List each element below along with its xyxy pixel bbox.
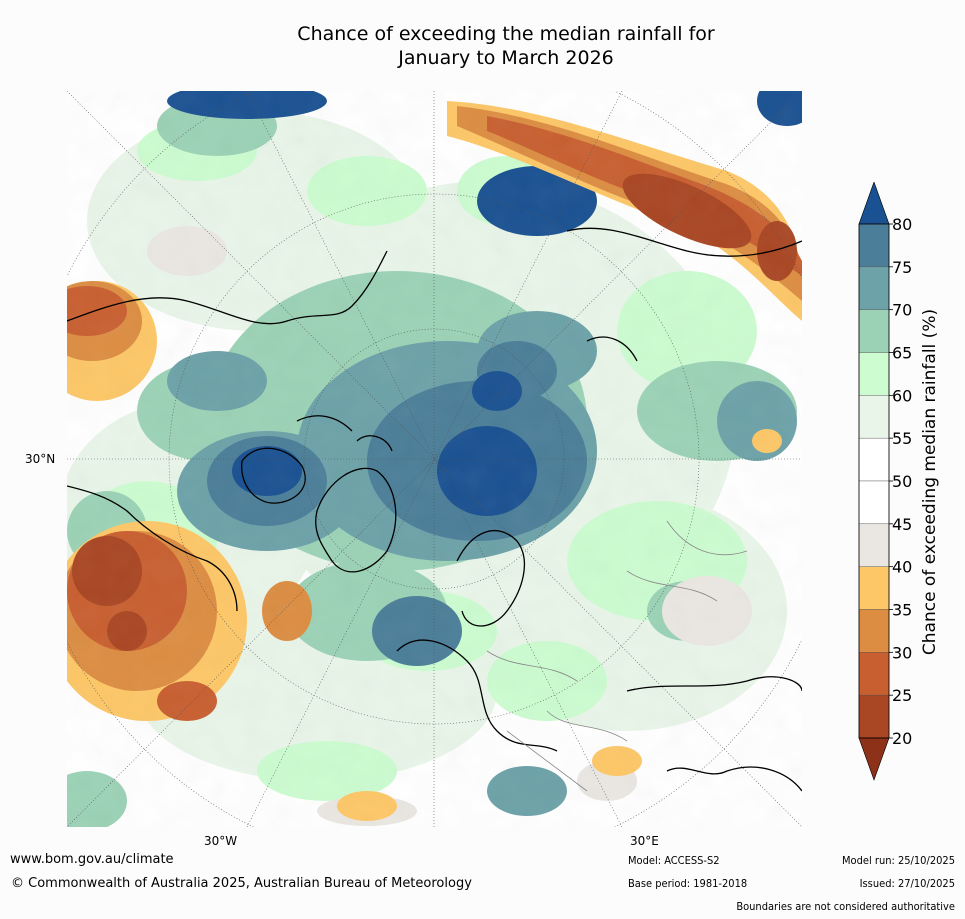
colorbar-bin-top-arrow: [858, 181, 890, 225]
colorbar-bin-bottom-arrow: [858, 737, 890, 781]
colorbar-tick-label: 60: [892, 386, 912, 405]
issued-date: Issued: 27/10/2025: [859, 877, 955, 890]
colorbar-tick-label: 45: [892, 515, 912, 534]
title-line-2: January to March 2026: [398, 47, 614, 69]
longitude-label-east: 30°E: [630, 834, 659, 848]
colorbar-bin-65-70: [858, 309, 890, 353]
colorbar-tick-label: 20: [892, 729, 912, 748]
colorbar-bin-60-65: [858, 352, 890, 396]
colorbar-bin-75-80: [858, 223, 890, 268]
colorbar-bin-35-40: [858, 566, 890, 610]
country-borders: [486, 520, 748, 792]
model-run-date: Model run: 25/10/2025: [842, 854, 955, 867]
colorbar: 20 25 30 35 40 45 50 55 60 65 70 75 80: [856, 181, 965, 782]
model-name: Model: ACCESS-S2: [628, 854, 720, 867]
latitude-label: 30°N: [25, 452, 56, 466]
title-line-1: Chance of exceeding the median rainfall …: [297, 23, 715, 45]
colorbar-tick-label: 30: [892, 643, 912, 662]
colorbar-tick-label: 25: [892, 686, 912, 705]
colorbar-bin-20-25: [858, 694, 890, 739]
colorbar-tick-label: 50: [892, 472, 912, 491]
colorbar-bin-25-30: [858, 652, 890, 696]
rainfall-probability-map: [67, 91, 802, 827]
colorbar-tick-label: 55: [892, 429, 912, 448]
colorbar-tick-label: 80: [892, 215, 912, 234]
colorbar-tick-label: 70: [892, 301, 912, 320]
footer-copyright: © Commonwealth of Australia 2025, Austra…: [11, 876, 472, 891]
colorbar-tick-label: 35: [892, 601, 912, 620]
base-period: Base period: 1981-2018: [628, 877, 748, 890]
colorbar-bin-30-35: [858, 609, 890, 653]
colorbar-tick-label: 40: [892, 558, 912, 577]
colorbar-bin-40-45: [858, 523, 890, 567]
colorbar-tick-label: 65: [892, 344, 912, 363]
graticule: [67, 91, 802, 827]
footer-url: www.bom.gov.au/climate: [10, 852, 174, 867]
colorbar-bin-45-50: [858, 480, 890, 525]
colorbar-bin-50-55: [858, 437, 890, 482]
chart-title: Chance of exceeding the median rainfall …: [200, 22, 812, 70]
colorbar-tick-label: 75: [892, 258, 912, 277]
longitude-label-west: 30°W: [204, 834, 238, 848]
boundaries-disclaimer: Boundaries are not considered authoritat…: [736, 900, 955, 913]
colorbar-label: Chance of exceeding median rainfall (%): [920, 308, 940, 656]
colorbar-bin-70-75: [858, 266, 890, 310]
colorbar-bin-55-60: [858, 395, 890, 439]
